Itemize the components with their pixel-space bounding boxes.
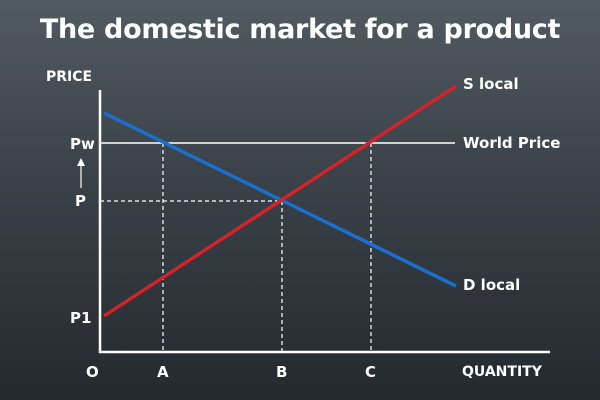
price-label-p1: P1 xyxy=(70,309,91,327)
y-axis-label: PRICE xyxy=(46,69,92,85)
supply-label: S local xyxy=(463,75,519,93)
origin-label: O xyxy=(86,363,99,381)
quantity-label-c: C xyxy=(365,363,376,381)
diagram-title: The domestic market for a product xyxy=(39,14,561,45)
demand-label: D local xyxy=(463,276,520,294)
x-axis-label: QUANTITY xyxy=(462,364,543,380)
quantity-label-b: B xyxy=(276,363,287,381)
supply-curve xyxy=(103,84,457,318)
world-price-label: World Price xyxy=(463,134,560,152)
quantity-label-a: A xyxy=(157,363,169,381)
price-label-pw: Pw xyxy=(70,135,95,153)
price-label-p: P xyxy=(75,192,86,210)
price-rise-arrow-head xyxy=(77,158,85,166)
